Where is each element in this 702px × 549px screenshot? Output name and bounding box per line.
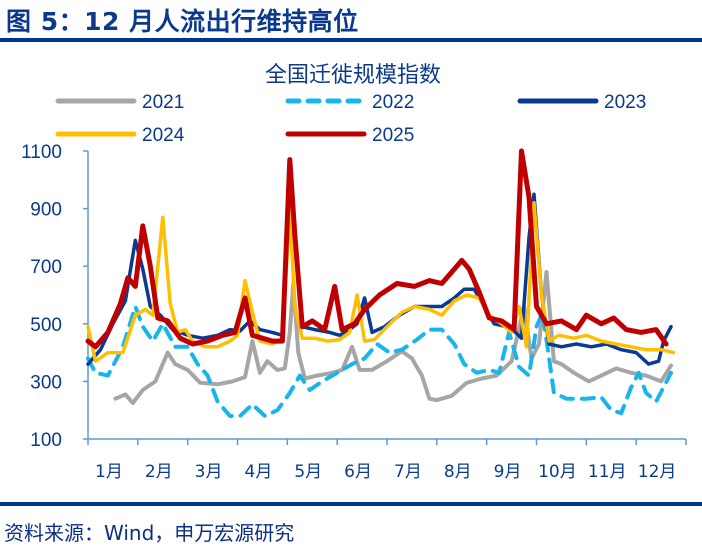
x-tick-label: 3月 xyxy=(195,462,223,482)
series-line-2025 xyxy=(85,148,669,350)
legend-item-2021: 2021 xyxy=(55,92,184,113)
legend-item-2023: 2023 xyxy=(517,92,646,113)
series-group xyxy=(85,148,676,418)
y-tick-label: 100 xyxy=(30,430,62,451)
x-tick-label: 9月 xyxy=(494,462,522,482)
x-tick-label: 12月 xyxy=(638,462,677,482)
svg-text:2021: 2021 xyxy=(142,92,184,113)
series-line-2024 xyxy=(86,201,676,363)
y-tick-label: 700 xyxy=(30,257,62,278)
source-note: 资料来源：Wind，申万宏源研究 xyxy=(4,521,295,545)
x-tick-label: 1月 xyxy=(95,462,123,482)
series-line-2021 xyxy=(113,270,673,405)
figure-title: 图 5：12 月人流出行维持高位 xyxy=(6,7,359,36)
x-tick-label: 10月 xyxy=(538,462,577,482)
x-tick-label: 4月 xyxy=(245,462,273,482)
legend: 2021 2022 2023 2024 2025 xyxy=(55,92,646,146)
source-divider xyxy=(0,502,702,506)
x-tick-label: 6月 xyxy=(344,462,372,482)
series-line-2022 xyxy=(86,304,673,418)
title-divider xyxy=(0,38,702,42)
y-tick-label: 1100 xyxy=(21,142,62,163)
x-tick-label: 5月 xyxy=(294,462,322,482)
legend-item-2024: 2024 xyxy=(55,125,185,146)
chart-title: 全国迁徙规模指数 xyxy=(265,63,441,88)
legend-item-2025: 2025 xyxy=(285,125,414,146)
axes: 100 300 500 700 900 1100 1月 2月 3月 4月 5月 6月 7月 8月 9月 10月… xyxy=(21,142,687,482)
svg-text:2025: 2025 xyxy=(372,125,414,146)
y-tick-label: 300 xyxy=(30,372,62,393)
svg-text:2022: 2022 xyxy=(372,92,414,113)
x-tick-label: 11月 xyxy=(588,462,627,482)
x-tick-label: 8月 xyxy=(444,462,472,482)
y-tick-label: 500 xyxy=(30,315,62,336)
y-tick-label: 900 xyxy=(30,200,62,221)
x-tick-label: 2月 xyxy=(145,462,173,482)
legend-item-2022: 2022 xyxy=(285,92,414,113)
svg-text:2024: 2024 xyxy=(142,125,185,146)
x-tick-label: 7月 xyxy=(394,462,422,482)
svg-text:2023: 2023 xyxy=(604,92,646,113)
